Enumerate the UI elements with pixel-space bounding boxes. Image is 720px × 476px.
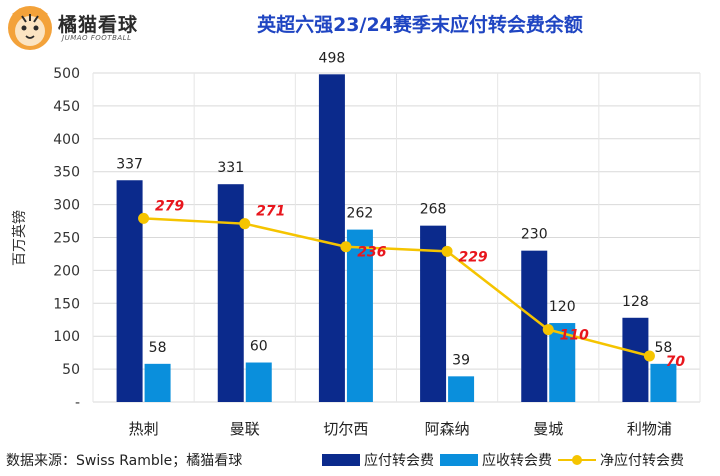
legend-swatch-receivable <box>440 454 478 466</box>
y-tick-label: 50 <box>62 362 80 378</box>
data-label-net: 229 <box>458 249 487 265</box>
x-tick-label: 阿森纳 <box>425 420 470 438</box>
bar-payable <box>622 317 649 402</box>
data-label-payable: 230 <box>521 227 548 243</box>
data-label-payable: 498 <box>319 50 346 66</box>
bar-receivable <box>448 376 475 402</box>
data-label-payable: 331 <box>217 160 244 176</box>
x-tick-label: 利物浦 <box>627 420 672 438</box>
data-label-net: 271 <box>256 204 285 220</box>
data-label-receivable: 58 <box>655 340 673 356</box>
data-label-payable: 128 <box>622 294 649 310</box>
data-label-receivable: 39 <box>452 352 470 368</box>
legend-item-payable: 应付转会费 <box>322 450 434 470</box>
y-axis-label: 百万英镑 <box>11 210 28 266</box>
y-tick-label: 500 <box>53 66 80 82</box>
legend-item-net: 净应付转会费 <box>558 450 684 470</box>
y-tick-label: - <box>75 395 80 411</box>
data-label-net: 236 <box>357 245 386 261</box>
legend-label-net: 净应付转会费 <box>600 453 684 469</box>
bar-receivable <box>650 363 677 402</box>
net-point <box>643 350 655 362</box>
data-label-receivable: 262 <box>347 206 374 222</box>
y-tick-label: 100 <box>53 329 80 345</box>
data-label-net: 110 <box>560 328 589 344</box>
y-tick-label: 450 <box>53 99 80 115</box>
x-tick-label: 曼城 <box>533 420 563 438</box>
y-tick-label: 200 <box>53 263 80 279</box>
legend: 应付转会费 应收转会费 净应付转会费 <box>322 450 690 470</box>
legend-label-receivable: 应收转会费 <box>482 453 552 469</box>
net-point <box>542 324 554 336</box>
net-point <box>340 241 352 253</box>
bar-payable <box>217 184 244 402</box>
bar-payable <box>116 180 143 402</box>
legend-label-payable: 应付转会费 <box>364 453 434 469</box>
x-tick-label: 曼联 <box>230 420 260 438</box>
data-label-receivable: 58 <box>149 340 167 356</box>
brand-name: 橘猫看球 <box>58 14 139 36</box>
net-series-line <box>143 217 650 358</box>
legend-item-receivable: 应收转会费 <box>440 450 552 470</box>
data-label-net: 70 <box>666 354 686 370</box>
bar-receivable <box>144 363 171 402</box>
legend-swatch-payable <box>322 454 360 466</box>
net-point <box>138 212 150 224</box>
bar-receivable <box>245 362 272 402</box>
y-tick-label: 250 <box>53 231 80 247</box>
y-tick-label: 400 <box>53 132 80 148</box>
data-label-payable: 337 <box>116 156 143 172</box>
data-label-net: 279 <box>155 198 184 214</box>
x-tick-label: 切尔西 <box>323 420 368 438</box>
bar-receivable <box>346 229 373 402</box>
data-label-receivable: 60 <box>250 339 268 355</box>
legend-swatch-net <box>558 454 596 466</box>
brand-subtitle: JUMAO FOOTBALL <box>62 34 132 42</box>
x-tick-label: 热刺 <box>129 420 159 438</box>
chart-title: 英超六强23/24赛季末应付转会费余额 <box>257 14 583 36</box>
tiger-logo-icon <box>8 6 52 50</box>
data-label-receivable: 120 <box>549 299 576 315</box>
bar-payable <box>318 74 345 402</box>
net-point <box>239 218 251 230</box>
y-tick-label: 150 <box>53 296 80 312</box>
y-tick-label: 300 <box>53 198 80 214</box>
bar-payable <box>420 225 447 402</box>
y-tick-label: 350 <box>53 165 80 181</box>
source-note: 数据来源：Swiss Ramble；橘猫看球 <box>6 453 243 469</box>
net-point <box>441 245 453 257</box>
brand-logo: 橘猫看球 JUMAO FOOTBALL <box>6 4 156 52</box>
data-label-payable: 268 <box>420 202 447 218</box>
